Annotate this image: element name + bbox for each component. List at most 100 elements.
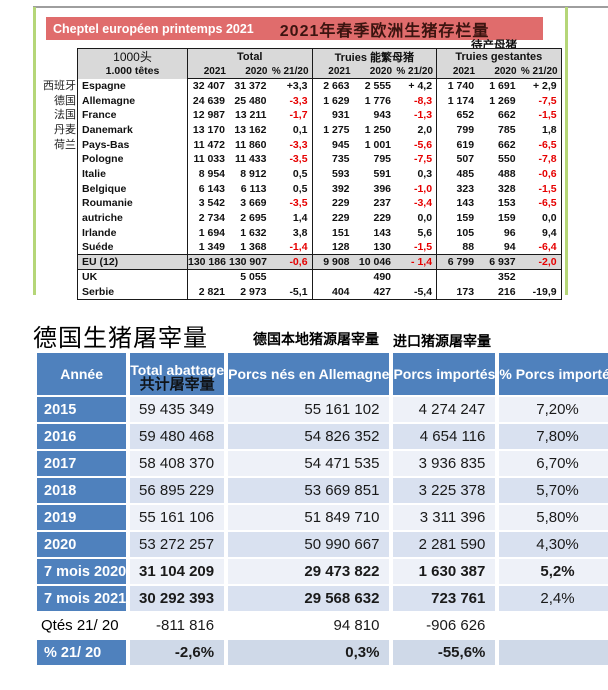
value-cell: 5 055 [240,271,267,284]
value-cell: 490 [373,271,392,284]
value-cell [395,270,437,285]
banner-title-fr: Cheptel européen printemps 2021 [53,21,254,36]
country-label-zh: 德国 [54,94,76,107]
table-row: 2019 55 161 106 51 849 710 3 311 396 5,80% [37,505,608,530]
sub-header: 2020 [353,65,396,79]
domestic-cell: 55 161 102 [228,397,390,422]
value-cell: -3,3 [289,138,308,151]
value-cell: 1 174 [436,93,479,108]
value-cell: -5,4 [413,285,433,298]
row-label: Qtés 21/ 20 [37,613,127,638]
value-cell: 507 [436,151,479,167]
pct-cell: 6,70% [499,451,608,476]
value-cell: 2 973 [240,285,267,298]
value-cell: -1,3 [413,109,433,122]
value-cell: 2 695 [240,212,267,225]
country-cell: Pologne [82,153,124,166]
value-cell: 1 776 [364,94,392,107]
value-cell: -1,5 [538,182,557,195]
domestic-cell: 50 990 667 [228,532,390,557]
value-cell: 11 033 [187,151,229,167]
year-cell: 7 mois 2020 [37,559,127,584]
table-row: 2017 58 408 370 54 471 535 3 936 835 6,70% [37,451,608,476]
value-cell: 1 001 [364,138,392,151]
country-label-zh: 丹麦 [54,124,76,137]
year-cell: % 21/ 20 [37,640,127,665]
year-cell: 2016 [37,424,127,449]
value-cell: 0,5 [292,182,308,195]
table-row: Belgique 6 143 6 113 0,5 392 396 -1,0 323 328 -1,… [78,181,562,196]
domestic-cell: 53 669 851 [228,478,390,503]
country-cell: Serbie [82,285,115,298]
value-cell: 3 669 [240,197,267,210]
table-row: 2018 56 895 229 53 669 851 3 225 378 5,70% [37,478,608,503]
value-cell: 619 [436,137,479,152]
value-cell: 0,5 [292,167,308,180]
table-row: EU (12) 130 186 130 907 -0,6 9 908 10 046- 1,… [77,254,562,271]
value-cell: 396 [373,182,392,195]
value-cell: 931 [311,107,354,123]
value-cell: 3 542 [187,196,229,211]
value-cell: 2 734 [187,210,229,226]
country-cell: Irlande [82,226,117,239]
table-row: 2020 53 272 257 50 990 667 2 281 590 4,30% [37,532,608,557]
total-cell: 59 480 468 [130,424,225,449]
value-cell: 96 [503,226,516,239]
country-cell: autriche [82,212,123,225]
country-cell: Suéde [82,241,114,254]
value-cell: 785 [498,123,516,136]
value-cell: 795 [373,153,392,166]
total-cell: 55 161 106 [130,505,225,530]
year-cell: 2019 [37,505,127,530]
value-cell: 0,0 [541,212,557,225]
value-cell: -6,4 [538,241,557,254]
value-cell: 735 [311,151,354,167]
header-porcs-importes: Porcs importés [393,353,496,395]
table-row: Allemagne 24 639 25 480 -3,3 1 629 1 776 -8,3 1… [78,93,562,108]
value-cell: 593 [311,166,354,182]
column-group-header: Truies gestantes [436,48,562,66]
value-cell: -1,7 [289,109,308,122]
value-cell: 1 691 [489,80,516,93]
country-cell: Danemark [82,123,133,136]
pct-cell [499,640,608,665]
value-cell: + 4,2 [408,80,433,93]
pct-cell: 2,4% [499,586,608,611]
table-row: France 12 987 13 211 -1,7 931 943 -1,3 652 662 -1… [78,107,562,123]
sub-header: 2020 [229,65,271,79]
value-cell: 143 [373,226,392,239]
domestic-cell: 51 849 710 [228,505,390,530]
value-cell [520,270,562,285]
value-cell: + 2,9 [532,80,557,93]
pct-cell [499,613,608,638]
value-cell: -3,3 [289,94,308,107]
value-cell: 945 [311,137,354,152]
header-row: Année Total abattage 共计屠宰量 Porcs nés en All… [37,353,608,395]
value-cell: 485 [436,166,479,182]
value-cell: 1,4 [292,212,308,225]
value-cell: 25 480 [234,94,267,107]
column-group-header: Total [187,48,313,66]
value-cell: 130 907 [229,254,271,271]
country-cell: Allemagne [82,94,136,107]
table-row: Espagne 32 407 31 372 +3,3 2 663 2 555 + 4,2 1 … [78,78,562,94]
domestic-cell: 29 473 822 [228,559,390,584]
value-cell: 1 275 [311,122,354,138]
value-cell: 94 [503,241,516,254]
value-cell: 0,1 [292,123,308,136]
header-annee: Année [37,353,127,395]
country-cell: France [82,109,117,122]
german-slaughter-table: Année Total abattage 共计屠宰量 Porcs nés en All… [33,351,608,667]
value-cell: 9,4 [541,226,557,239]
value-cell: -5,1 [289,285,308,298]
value-cell: 216 [498,285,516,298]
imported-cell: 723 761 [393,586,496,611]
value-cell: 11 860 [234,138,267,151]
value-cell: -3,5 [289,153,308,166]
value-cell: 2,0 [417,123,433,136]
value-cell: 13 162 [234,123,267,136]
value-cell: 6 143 [187,181,229,196]
sub-header: % 21/20 [395,65,437,79]
top-divider-line [33,6,608,8]
value-cell: -1,4 [289,241,308,254]
